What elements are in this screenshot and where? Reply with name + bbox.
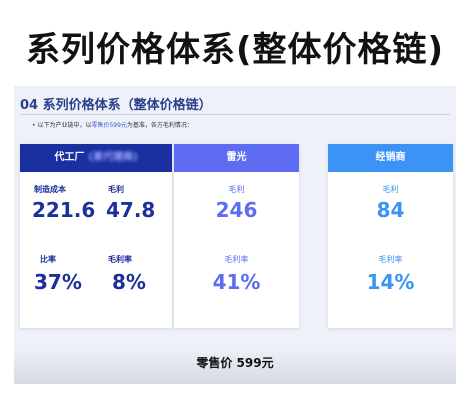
metric-value: 8% [112,270,146,294]
metric-value: 221.6 [32,198,96,222]
divider [20,114,450,115]
section-title: 04 系列价格体系（整体价格链） [20,98,212,113]
metric-label: 毛利率 [108,255,132,264]
metric-label: 比率 [40,255,56,264]
card-distributor: 经销商 毛利 84 毛利率 14% [328,144,453,328]
note-text: • 以下为产业链中，以零售价599元为基准，各方毛利情况： [32,120,193,129]
metric-label: 毛利 [382,185,399,194]
card-header: 雷光 [174,144,299,172]
metric-label: 毛利率 [224,255,249,264]
card-title: 雷光 [226,152,247,163]
blurred-name: (某代理商) [88,152,138,163]
metric-label: 毛利 [228,185,245,194]
metric-label: 毛利率 [378,255,403,264]
card-title: 代工厂 [54,152,85,163]
metric-value: 246 [215,198,258,222]
metric-value: 41% [212,270,261,294]
note-prefix: • 以下为产业链中，以 [32,122,92,129]
page-title: 系列价格体系(整体价格链) [25,30,445,70]
slide-image: 04 系列价格体系（整体价格链） • 以下为产业链中，以零售价599元为基准，各… [14,86,456,384]
retail-bar [14,348,456,384]
card-manufacturer: 代工厂 (某代理商) 制造成本 221.6 毛利 47.8 比率 37% 毛利率 … [20,144,172,328]
card-header: 代工厂 (某代理商) [20,144,172,172]
retail-price: 零售价 599元 [196,356,274,370]
metric-label: 制造成本 [34,185,66,194]
metric-label: 毛利 [108,185,124,194]
card-header: 经销商 [328,144,453,172]
metric-value: 47.8 [106,198,156,222]
metric-value: 84 [376,198,405,222]
note-highlight: 零售价599元 [91,122,127,129]
metric-value: 14% [366,270,415,294]
metric-value: 37% [34,270,82,294]
card-brand: 雷光 毛利 246 毛利率 41% [174,144,299,328]
card-title: 经销商 [375,152,406,163]
note-suffix: 为基准，各方毛利情况： [126,122,193,129]
